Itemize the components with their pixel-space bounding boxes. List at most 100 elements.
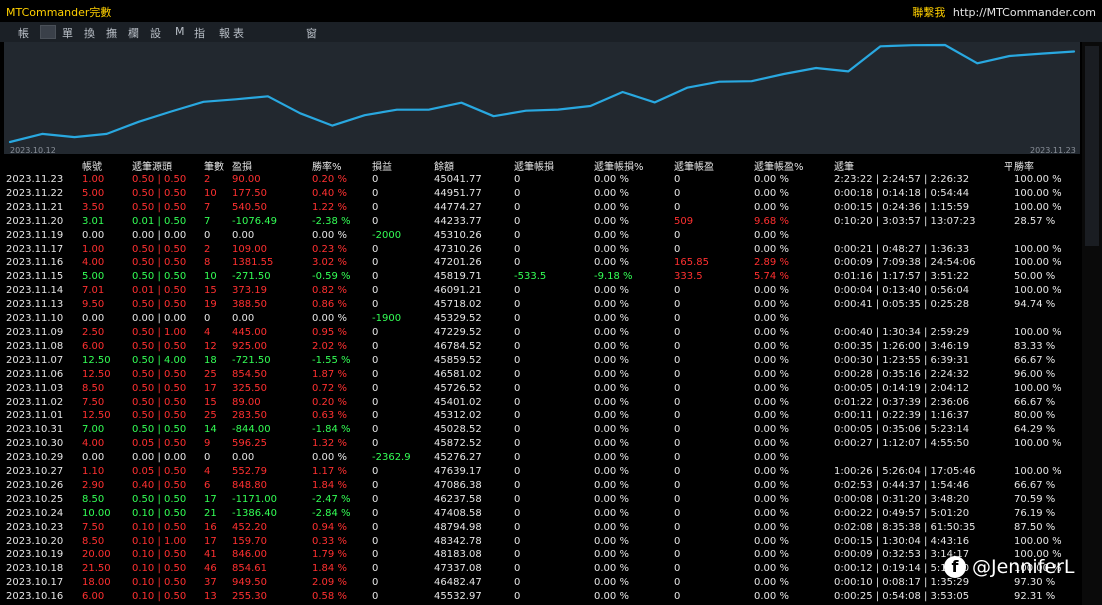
col-count[interactable]: 筆數 xyxy=(204,161,224,173)
cell-win-rate: 94.74 % xyxy=(1014,299,1056,311)
col-account[interactable]: 帳號 xyxy=(82,161,102,173)
toolbar-item-account[interactable]: 帳 xyxy=(18,27,29,40)
table-row[interactable]: 2023.11.13 9.50 0.50 | 0.50 19 388.50 0.86 % 0… xyxy=(0,298,1082,312)
table-row[interactable]: 2023.11.20 3.01 0.01 | 0.50 7 -1076.49 -2.38 … xyxy=(0,215,1082,229)
cell-pnl: 445.00 xyxy=(232,326,267,338)
table-row[interactable]: 2023.11.10 0.00 0.00 | 0.00 0 0.00 0.00 % -190… xyxy=(0,312,1082,326)
table-row[interactable]: 2023.11.14 7.01 0.01 | 0.50 15 373.19 0.82 % 0… xyxy=(0,284,1082,298)
vertical-scrollbar[interactable] xyxy=(1082,42,1102,605)
table-row[interactable]: 2023.11.07 12.50 0.50 | 4.00 18 -721.50 -1.55… xyxy=(0,354,1082,368)
cell-deposit: 0 xyxy=(372,271,379,283)
table-row[interactable]: 2023.10.24 10.00 0.10 | 0.50 21 -1386.40 -2.8… xyxy=(0,507,1082,521)
cell-count: 7 xyxy=(204,201,211,213)
table-row[interactable]: 2023.10.19 20.00 0.10 | 0.50 41 846.00 1.79 %… xyxy=(0,548,1082,562)
table-row[interactable]: 2023.11.22 5.00 0.50 | 0.50 10 177.50 0.40 % 0… xyxy=(0,187,1082,201)
table-row[interactable]: 2023.11.03 8.50 0.50 | 0.50 17 325.50 0.72 % 0… xyxy=(0,382,1082,396)
cell-win-rate: 66.67 % xyxy=(1014,354,1056,366)
table-row[interactable]: 2023.10.30 4.00 0.05 | 0.50 9 596.25 1.32 % 0 4… xyxy=(0,437,1082,451)
toolbar-item-columns[interactable]: 欄 xyxy=(128,27,139,40)
cell-date: 2023.11.23 xyxy=(6,174,64,185)
cell-pnl-pct: 0.82 % xyxy=(312,285,347,297)
cell-count: 10 xyxy=(204,271,217,283)
cell-balance: 45028.52 xyxy=(434,424,482,436)
cell-pnl: 177.50 xyxy=(232,187,267,199)
toolbar-item-table[interactable]: 表 xyxy=(233,27,244,40)
col-deposit[interactable]: 損益 xyxy=(372,161,392,173)
toolbar-item-settings[interactable]: 設 xyxy=(150,27,161,40)
cell-hold-avg xyxy=(1002,423,1012,437)
cell-source: 0.50 | 0.50 xyxy=(132,187,187,199)
cell-pnl-pct: 1.32 % xyxy=(312,438,347,450)
cell-float-profit-pct: 0.00 % xyxy=(754,243,789,255)
table-row[interactable]: 2023.11.01 12.50 0.50 | 0.50 25 283.50 0.63 %… xyxy=(0,409,1082,423)
table-row[interactable]: 2023.10.27 1.10 0.05 | 0.50 4 552.79 1.17 % 0 4… xyxy=(0,465,1082,479)
col-float-profit-pct[interactable]: 遞筆帳盈% xyxy=(754,161,804,173)
table-row[interactable]: 2023.11.23 1.00 0.50 | 0.50 2 90.00 0.20 % 0 45… xyxy=(0,173,1082,187)
table-row[interactable]: 2023.11.06 12.50 0.50 | 0.50 25 854.50 1.87 %… xyxy=(0,368,1082,382)
cell-float-profit-pct: 0.00 % xyxy=(754,410,789,422)
table-row[interactable]: 2023.10.20 8.50 0.10 | 1.00 17 159.70 0.33 % 0… xyxy=(0,535,1082,549)
toolbar-item-switch[interactable]: 換 xyxy=(84,27,95,40)
cell-count: 25 xyxy=(204,410,217,422)
cell-float-profit-pct: 0.00 % xyxy=(754,396,789,408)
cell-win-rate: 100.00 % xyxy=(1014,535,1062,547)
table-row[interactable]: 2023.11.09 2.50 0.50 | 1.00 4 445.00 0.95 % 0 4… xyxy=(0,326,1082,340)
col-pnl[interactable]: 盈損 xyxy=(232,161,252,173)
scrollbar-thumb[interactable] xyxy=(1085,46,1099,246)
cell-hold-time: 0:02:53 | 0:44:37 | 1:54:46 xyxy=(834,479,970,491)
table-row[interactable]: 2023.10.23 7.50 0.10 | 0.50 16 452.20 0.94 % 0… xyxy=(0,521,1082,535)
table-row[interactable]: 2023.10.17 18.00 0.10 | 0.50 37 949.50 2.09 %… xyxy=(0,576,1082,590)
cell-pnl: 0.00 xyxy=(232,229,255,241)
cell-float-loss: 0 xyxy=(514,326,521,338)
cell-float-profit-pct: 0.00 % xyxy=(754,466,789,478)
table-row[interactable]: 2023.11.16 4.00 0.50 | 0.50 8 1381.55 3.02 % 0… xyxy=(0,256,1082,270)
table-row[interactable]: 2023.11.02 7.50 0.50 | 0.50 15 89.00 0.20 % 0 4… xyxy=(0,396,1082,410)
col-pnl-pct[interactable]: 勝率% xyxy=(312,161,342,173)
table-row[interactable]: 2023.10.16 6.00 0.10 | 0.50 13 255.30 0.58 % 0… xyxy=(0,590,1082,604)
col-float-loss[interactable]: 遞筆帳損 xyxy=(514,161,554,173)
cell-float-profit-pct: 0.00 % xyxy=(754,424,789,436)
toolbar-item-m[interactable]: M xyxy=(175,25,185,38)
col-date[interactable] xyxy=(0,157,80,173)
table-row[interactable]: 2023.10.29 0.00 0.00 | 0.00 0 0.00 0.00 % -236… xyxy=(0,451,1082,465)
table-row[interactable]: 2023.11.19 0.00 0.00 | 0.00 0 0.00 0.00 % -200… xyxy=(0,229,1082,243)
cell-hold-time: 0:00:04 | 0:13:40 | 0:56:04 xyxy=(834,285,970,297)
table-row[interactable]: 2023.10.25 8.50 0.50 | 0.50 17 -1171.00 -2.47… xyxy=(0,493,1082,507)
brand-link[interactable]: 聯繫我 http://MTCommander.com xyxy=(912,4,1096,20)
toolbar-item-3[interactable]: 撫 xyxy=(106,27,117,40)
cell-count: 0 xyxy=(204,229,211,241)
toolbar-item-report[interactable]: 報 xyxy=(219,27,230,40)
cell-date: 2023.10.31 xyxy=(6,424,64,436)
col-balance[interactable]: 餘額 xyxy=(434,161,454,173)
table-row[interactable]: 2023.10.26 2.90 0.40 | 0.50 6 848.80 1.84 % 0 4… xyxy=(0,479,1082,493)
cell-hold-time: 0:00:40 | 1:30:34 | 2:59:29 xyxy=(834,326,970,338)
col-hold-time[interactable]: 遞筆 xyxy=(834,161,854,173)
cell-float-profit: 0 xyxy=(674,382,681,394)
cell-balance: 46784.52 xyxy=(434,340,482,352)
cell-source: 0.50 | 0.50 xyxy=(132,201,187,213)
website-url[interactable]: http://MTCommander.com xyxy=(952,6,1096,19)
col-float-profit[interactable]: 遞筆帳盈 xyxy=(674,161,714,173)
toolbar-item-indicator[interactable]: 指 xyxy=(194,27,205,40)
cell-account: 0.00 xyxy=(82,313,105,325)
cell-deposit: 0 xyxy=(372,174,379,185)
table-row[interactable]: 2023.10.31 7.00 0.50 | 0.50 14 -844.00 -1.84 … xyxy=(0,423,1082,437)
color-swatch-button[interactable] xyxy=(40,25,56,39)
table-row[interactable]: 2023.11.21 3.50 0.50 | 0.50 7 540.50 1.22 % 0 4… xyxy=(0,201,1082,215)
col-float-loss-pct[interactable]: 遞筆帳損% xyxy=(594,161,644,173)
col-win-rate[interactable]: 勝率 xyxy=(1014,161,1034,173)
cell-date: 2023.10.17 xyxy=(6,577,64,589)
table-row[interactable]: 2023.11.15 5.00 0.50 | 0.50 10 -271.50 -0.59 … xyxy=(0,270,1082,284)
cell-account: 7.50 xyxy=(82,521,105,533)
table-row[interactable]: 2023.11.17 1.00 0.50 | 0.50 2 109.00 0.23 % 0 4… xyxy=(0,243,1082,257)
toolbar-item-orders[interactable]: 單 xyxy=(62,27,73,40)
table-row[interactable]: 2023.10.18 21.50 0.10 | 0.50 46 854.61 1.84 %… xyxy=(0,562,1082,576)
toolbar-item-window[interactable]: 窗 xyxy=(306,27,317,40)
col-source[interactable]: 遞筆源頭 xyxy=(132,161,172,173)
table-row[interactable]: 2023.11.08 6.00 0.50 | 0.50 12 925.00 2.02 % 0… xyxy=(0,340,1082,354)
equity-chart xyxy=(4,42,1080,154)
cell-float-loss-pct: 0.00 % xyxy=(594,354,629,366)
cell-account: 8.50 xyxy=(82,493,105,505)
cell-pnl-pct: 0.00 % xyxy=(312,452,347,464)
col-hold-avg[interactable]: 平均持倉時間 xyxy=(1004,161,1012,173)
